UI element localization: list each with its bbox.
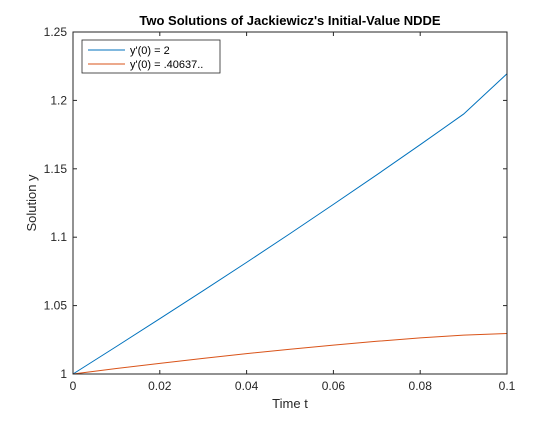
- y-tick-label: 1: [60, 367, 67, 381]
- x-tick-label: 0.1: [499, 379, 516, 393]
- y-tick-label: 1.2: [50, 93, 67, 107]
- chart-title: Two Solutions of Jackiewicz's Initial-Va…: [139, 13, 441, 28]
- x-axis: 0 0.02 0.04 0.06 0.08 0.1: [70, 32, 516, 393]
- y-tick-label: 1.15: [44, 162, 68, 176]
- x-tick-label: 0.04: [235, 379, 259, 393]
- axes-box: [72, 31, 508, 375]
- y-tick-label: 1.1: [50, 230, 67, 244]
- legend[interactable]: y'(0) = 2 y'(0) = .40637..: [81, 39, 221, 74]
- legend-label-series-2: y'(0) = .40637..: [130, 59, 203, 71]
- legend-label-series-1: y'(0) = 2: [130, 45, 170, 57]
- plot-area: [73, 32, 507, 374]
- y-axis: 1 1.05 1.1 1.15 1.2 1.25: [44, 25, 507, 381]
- y-axis-label: Solution y: [24, 174, 39, 232]
- x-tick-label: 0: [70, 379, 77, 393]
- legend-box: [81, 39, 221, 74]
- x-axis-label: Time t: [272, 396, 308, 411]
- x-tick-label: 0.08: [409, 379, 433, 393]
- series-layer: [72, 73, 508, 375]
- x-tick-label: 0.06: [322, 379, 346, 393]
- x-tick-label: 0.02: [148, 379, 172, 393]
- series-line-2: [72, 333, 508, 375]
- y-tick-label: 1.25: [44, 25, 68, 39]
- y-tick-label: 1.05: [44, 299, 68, 313]
- series-line-1: [72, 73, 508, 375]
